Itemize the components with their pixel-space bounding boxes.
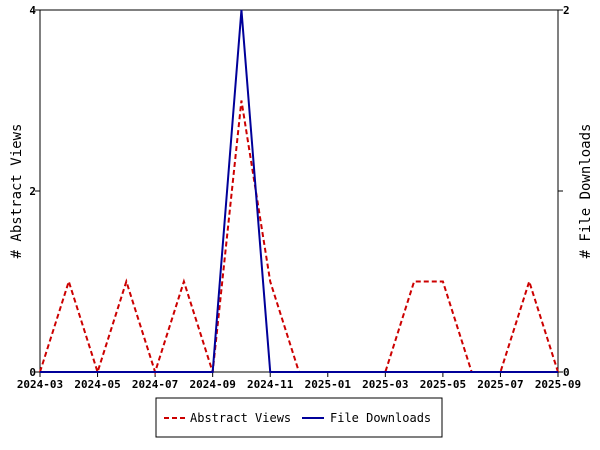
x-tick-label: 2025-09 bbox=[535, 378, 581, 391]
plot-area bbox=[39, 9, 559, 373]
y-left-tick-label: 2 bbox=[29, 185, 36, 198]
y-right-tick-label: 0 bbox=[563, 366, 570, 379]
legend-label-abstract-views: Abstract Views bbox=[190, 411, 291, 425]
x-tick-label: 2025-03 bbox=[362, 378, 408, 391]
series-layer bbox=[39, 9, 559, 376]
legend: Abstract Views File Downloads bbox=[155, 397, 443, 438]
x-tick-label: 2024-03 bbox=[17, 378, 63, 391]
series-line-file-downloads bbox=[40, 9, 558, 373]
x-tick-label: 2024-11 bbox=[247, 378, 294, 391]
y-axis-left-title: # Abstract Views bbox=[9, 124, 25, 259]
legend-box bbox=[155, 397, 443, 438]
y-axis-right-title: # File Downloads bbox=[578, 124, 594, 259]
x-tick-label: 2024-05 bbox=[74, 378, 120, 391]
y-axis-right: 02 bbox=[558, 4, 570, 379]
y-left-tick-label: 4 bbox=[29, 4, 36, 17]
y-right-tick-label: 2 bbox=[563, 4, 570, 17]
x-tick-label: 2024-07 bbox=[132, 378, 178, 391]
y-left-tick-label: 0 bbox=[29, 366, 36, 379]
x-tick-label: 2025-05 bbox=[420, 378, 466, 391]
x-tick-label: 2025-01 bbox=[305, 378, 352, 391]
x-tick-label: 2024-09 bbox=[189, 378, 235, 391]
y-axis-left: 0 2 4 bbox=[29, 4, 40, 379]
x-tick-label: 2025-07 bbox=[477, 378, 523, 391]
x-axis: 2024-03 2024-05 2024-07 2024-09 2024-11 2025-… bbox=[17, 372, 581, 391]
legend-label-file-downloads: File Downloads bbox=[330, 411, 431, 425]
